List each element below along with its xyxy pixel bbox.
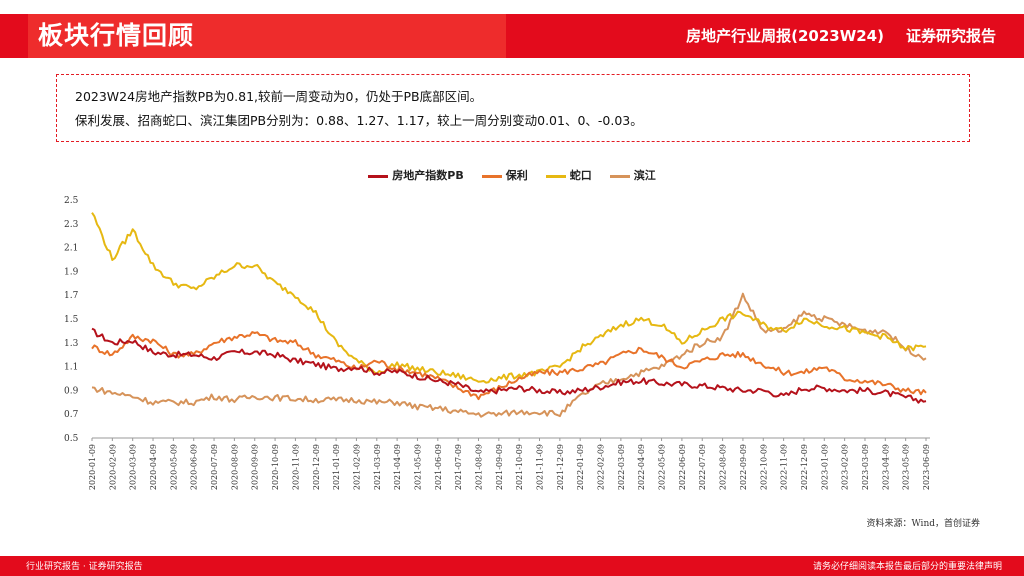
x-tick-label: 2021-03-09 <box>373 444 382 490</box>
report-title: 房地产行业周报(2023W24) <box>686 27 884 45</box>
header-section-tab <box>28 14 506 58</box>
series-line-1 <box>91 331 927 401</box>
x-tick-label: 2022-07-09 <box>698 444 707 490</box>
x-tick-label: 2021-05-09 <box>413 444 422 490</box>
x-tick-label: 2020-07-09 <box>210 444 219 490</box>
y-tick-label: 2.1 <box>64 244 78 254</box>
y-tick-label: 2.3 <box>64 220 79 230</box>
y-tick-label: 0.7 <box>64 410 79 420</box>
x-tick-label: 2023-03-09 <box>861 444 870 490</box>
series-line-2 <box>91 212 927 384</box>
x-tick-label: 2022-11-09 <box>780 444 789 490</box>
x-tick-label: 2020-12-09 <box>312 444 321 490</box>
x-tick-label: 2020-06-09 <box>190 444 199 490</box>
x-tick-label: 2021-08-09 <box>474 444 483 490</box>
legend-swatch <box>545 174 566 178</box>
y-tick-label: 1.9 <box>64 267 79 277</box>
x-tick-label: 2022-09-09 <box>739 444 748 490</box>
x-tick-label: 2021-12-09 <box>556 444 565 490</box>
x-tick-label: 2021-10-09 <box>515 444 524 490</box>
x-tick-label: 2022-01-09 <box>576 444 585 490</box>
legend-label: 蛇口 <box>569 169 592 182</box>
y-tick-label: 0.9 <box>64 386 79 396</box>
x-tick-label: 2022-03-09 <box>617 444 626 490</box>
x-tick-label: 2022-10-09 <box>759 444 768 490</box>
x-tick-label: 2021-07-09 <box>454 444 463 490</box>
x-tick-label: 2020-10-09 <box>271 444 280 490</box>
y-tick-label: 0.5 <box>64 434 79 444</box>
legend-item-2: 蛇口 <box>545 167 592 183</box>
report-type: 证券研究报告 <box>905 27 996 45</box>
y-tick-label: 2.5 <box>64 196 79 206</box>
source-note: 资料来源：Wind，首创证券 <box>866 519 980 529</box>
series-line-0 <box>91 327 927 404</box>
x-tick-label: 2023-02-09 <box>841 444 850 490</box>
x-tick-label: 2020-03-09 <box>129 444 138 490</box>
x-tick-label: 2022-04-09 <box>637 444 646 490</box>
y-tick-label: 1.3 <box>64 339 79 349</box>
x-tick-label: 2023-06-09 <box>922 444 931 490</box>
x-tick-label: 2021-11-09 <box>536 444 545 490</box>
x-tick-label: 2020-05-09 <box>169 444 178 490</box>
summary-box: 2023W24房地产指数PB为0.81,较前一周变动为0，仍处于PB底部区间。 … <box>56 74 970 142</box>
x-tick-label: 2023-05-09 <box>902 444 911 490</box>
legend-item-0: 房地产指数PB <box>368 167 464 183</box>
legend-swatch <box>609 174 630 178</box>
x-tick-label: 2020-09-09 <box>251 444 260 490</box>
chart-legend: 房地产指数PB 保利 蛇口 滨江 <box>0 167 1024 183</box>
legend-swatch <box>368 174 389 178</box>
legend-item-3: 滨江 <box>609 167 656 183</box>
x-tick-label: 2021-04-09 <box>393 444 402 490</box>
summary-line-2: 保利发展、招商蛇口、滨江集团PB分别为：0.88、1.27、1.17，较上一周分… <box>75 113 643 128</box>
y-tick-label: 1.7 <box>64 291 79 301</box>
legend-label: 保利 <box>505 169 528 182</box>
x-tick-label: 2022-02-09 <box>597 444 606 490</box>
x-tick-label: 2021-01-09 <box>332 444 341 490</box>
x-tick-label: 2020-04-09 <box>149 444 158 490</box>
footer-bar <box>0 556 1024 576</box>
legend-label: 滨江 <box>633 169 656 182</box>
legend-item-1: 保利 <box>481 167 528 183</box>
y-tick-label: 1.1 <box>64 363 78 373</box>
header-bar: 板块行情回顾 房地产行业周报(2023W24) 证券研究报告 <box>0 14 1024 58</box>
section-title: 板块行情回顾 <box>38 21 195 50</box>
legend-swatch <box>481 174 502 178</box>
x-tick-label: 2020-11-09 <box>291 444 300 490</box>
x-tick-label: 2021-09-09 <box>495 444 504 490</box>
x-tick-label: 2020-01-09 <box>88 444 97 490</box>
x-tick-label: 2021-06-09 <box>434 444 443 490</box>
x-tick-label: 2022-06-09 <box>678 444 687 490</box>
footer-left-text: 行业研究报告 · 证券研究报告 <box>26 562 143 572</box>
x-tick-label: 2021-02-09 <box>352 444 361 490</box>
x-tick-label: 2022-12-09 <box>800 444 809 490</box>
x-tick-label: 2022-05-09 <box>658 444 667 490</box>
x-tick-label: 2022-08-09 <box>719 444 728 490</box>
x-tick-label: 2020-08-09 <box>230 444 239 490</box>
report-title-block: 房地产行业周报(2023W24) 证券研究报告 <box>686 24 996 48</box>
series-line-3 <box>91 292 927 418</box>
x-tick-label: 2023-04-09 <box>881 444 890 490</box>
footer-disclaimer: 请务必仔细阅读本报告最后部分的重要法律声明 <box>812 562 1002 572</box>
y-tick-label: 1.5 <box>64 315 79 325</box>
x-tick-label: 2023-01-09 <box>820 444 829 490</box>
summary-line-1: 2023W24房地产指数PB为0.81,较前一周变动为0，仍处于PB底部区间。 <box>75 89 483 104</box>
x-tick-label: 2020-02-09 <box>108 444 117 490</box>
legend-label: 房地产指数PB <box>392 169 464 182</box>
